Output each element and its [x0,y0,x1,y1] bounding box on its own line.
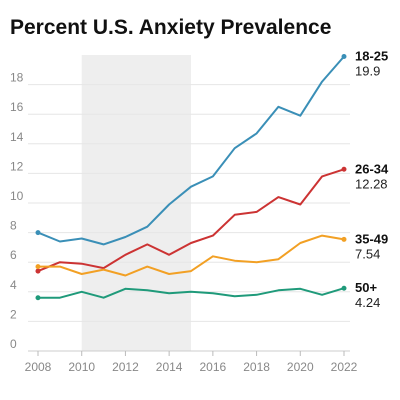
x-tick-2008: 2008 [25,360,52,374]
series-value-18-25: 19.9 [355,63,380,78]
series-end-point-18-25 [341,53,347,59]
y-tick-8: 8 [10,219,17,233]
series-start-point-35-49 [35,264,41,270]
x-tick-2018: 2018 [243,360,270,374]
series-line-18-25 [37,55,345,246]
series-start-point-26-34 [35,268,41,274]
y-tick-16: 16 [10,100,24,114]
x-tick-2014: 2014 [156,360,183,374]
series-end-point-50+ [341,285,347,291]
series-value-35-49: 7.54 [355,246,380,261]
x-tick-2016: 2016 [200,360,227,374]
y-tick-4: 4 [10,278,17,292]
series-label-26-34: 26-34 [355,161,389,176]
chart-title: Percent U.S. Anxiety Prevalence [10,16,331,39]
series-line-26-34 [37,168,345,273]
y-tick-2: 2 [10,307,17,321]
series-value-26-34: 12.28 [355,176,388,191]
series-line-50+ [38,287,345,299]
x-tick-2020: 2020 [287,360,314,374]
x-tick-2010: 2010 [68,360,95,374]
series-end-point-35-49 [341,236,347,242]
x-tick-2022: 2022 [331,360,358,374]
x-tick-2012: 2012 [112,360,139,374]
y-tick-18: 18 [10,71,24,85]
y-tick-6: 6 [10,248,17,262]
series-label-50+: 50+ [355,280,377,295]
series-lines [35,53,347,301]
series-start-point-50+ [35,295,41,301]
y-tick-12: 12 [10,159,24,173]
series-end-point-26-34 [341,166,347,172]
x-axis-ticks: 2008 2010 2012 2014 2016 2018 2020 2022 [25,351,358,374]
series-label-35-49: 35-49 [355,231,388,246]
series-line-35-49 [38,234,345,277]
series-start-point-18-25 [35,230,41,236]
series-label-18-25: 18-25 [355,48,388,63]
y-tick-14: 14 [10,130,24,144]
series-value-50+: 4.24 [355,295,380,310]
y-axis-ticks: 0 2 4 6 8 10 12 14 16 18 [10,71,24,351]
y-tick-10: 10 [10,189,24,203]
y-tick-0: 0 [10,337,17,351]
